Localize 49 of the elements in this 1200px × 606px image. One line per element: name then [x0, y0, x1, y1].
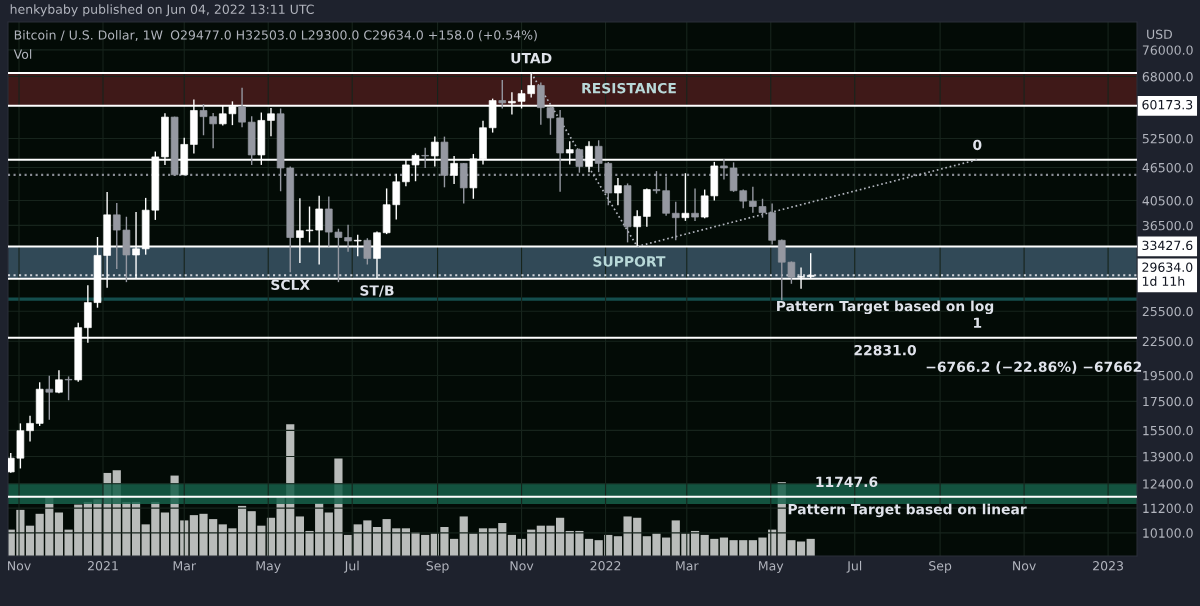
annotation: 1: [974, 317, 982, 328]
x-tick-label: May: [256, 561, 281, 573]
x-tick-label: Nov: [8, 561, 31, 571]
x-tick-label: Nov: [1013, 561, 1036, 571]
y-tick-label: 36500.0: [1142, 220, 1193, 231]
y-tick-label: 12400.0: [1143, 479, 1193, 489]
annotation: 0: [973, 139, 982, 151]
x-tick-label: Sep: [929, 561, 952, 573]
y-tick-label: 25500.0: [1142, 306, 1193, 317]
y-tick-label: 19500.0: [1143, 370, 1193, 381]
ref-line-label: 29634.0 1d 11h: [1142, 262, 1193, 286]
annotation: ST/B: [360, 285, 394, 297]
annotation: UTAD: [511, 53, 552, 64]
x-tick-label: May: [759, 561, 784, 573]
y-axis-title: USD: [1147, 29, 1172, 39]
annotation: Vol: [13, 49, 32, 59]
annotation: O29477.0 H32503.0 L29300.0 C29634.0 +158.0 (+0.54%): [170, 30, 537, 42]
y-tick-label: 52500.0: [1142, 133, 1193, 144]
y-tick-label: 10100.0: [1143, 528, 1193, 538]
x-tick-label: 2021: [88, 561, 118, 571]
y-tick-label: 40500.0: [1142, 196, 1193, 206]
band-label: RESISTANCE: [582, 82, 676, 94]
ref-line-label: 60173.3: [1142, 99, 1193, 110]
y-tick-label: 46500.0: [1142, 162, 1193, 173]
y-tick-label: 13900.0: [1143, 451, 1193, 462]
y-tick-label: 22500.0: [1142, 336, 1193, 347]
x-tick-label: 2023: [1093, 561, 1123, 571]
x-tick-label: 2022: [590, 561, 621, 571]
annotation: 11747.6: [816, 476, 878, 488]
text: henkybaby published on Jun 04, 2022 13:11 UTC: [10, 4, 314, 17]
y-tick-label: 11200.0: [1143, 503, 1193, 514]
x-tick-label: Jul: [344, 560, 359, 573]
text: Bitcoin / U.S. Dollar, 1W: [14, 30, 163, 41]
annotation: Pattern Target based on log: [777, 300, 994, 315]
x-tick-label: Nov: [510, 561, 534, 571]
ref-line-label: 33427.6: [1142, 240, 1193, 251]
y-tick-label: 17500.0: [1143, 396, 1193, 407]
y-tick-label: 76000.0: [1142, 45, 1193, 55]
y-tick-label: 15500.0: [1143, 425, 1193, 436]
annotation: −6766.2 (−22.86%) −67662: [926, 361, 1142, 374]
x-tick-label: Jul: [846, 560, 862, 573]
annotation: 22831.0: [854, 344, 917, 356]
x-tick-label: Mar: [676, 561, 699, 571]
y-tick-label: 68000.0: [1142, 72, 1193, 82]
band-label: SUPPORT: [593, 256, 666, 267]
x-tick-label: Mar: [173, 561, 197, 571]
annotation: Pattern Target based on linear: [788, 503, 1027, 518]
x-tick-label: Sep: [426, 561, 449, 573]
annotation: SCLX: [271, 279, 310, 291]
